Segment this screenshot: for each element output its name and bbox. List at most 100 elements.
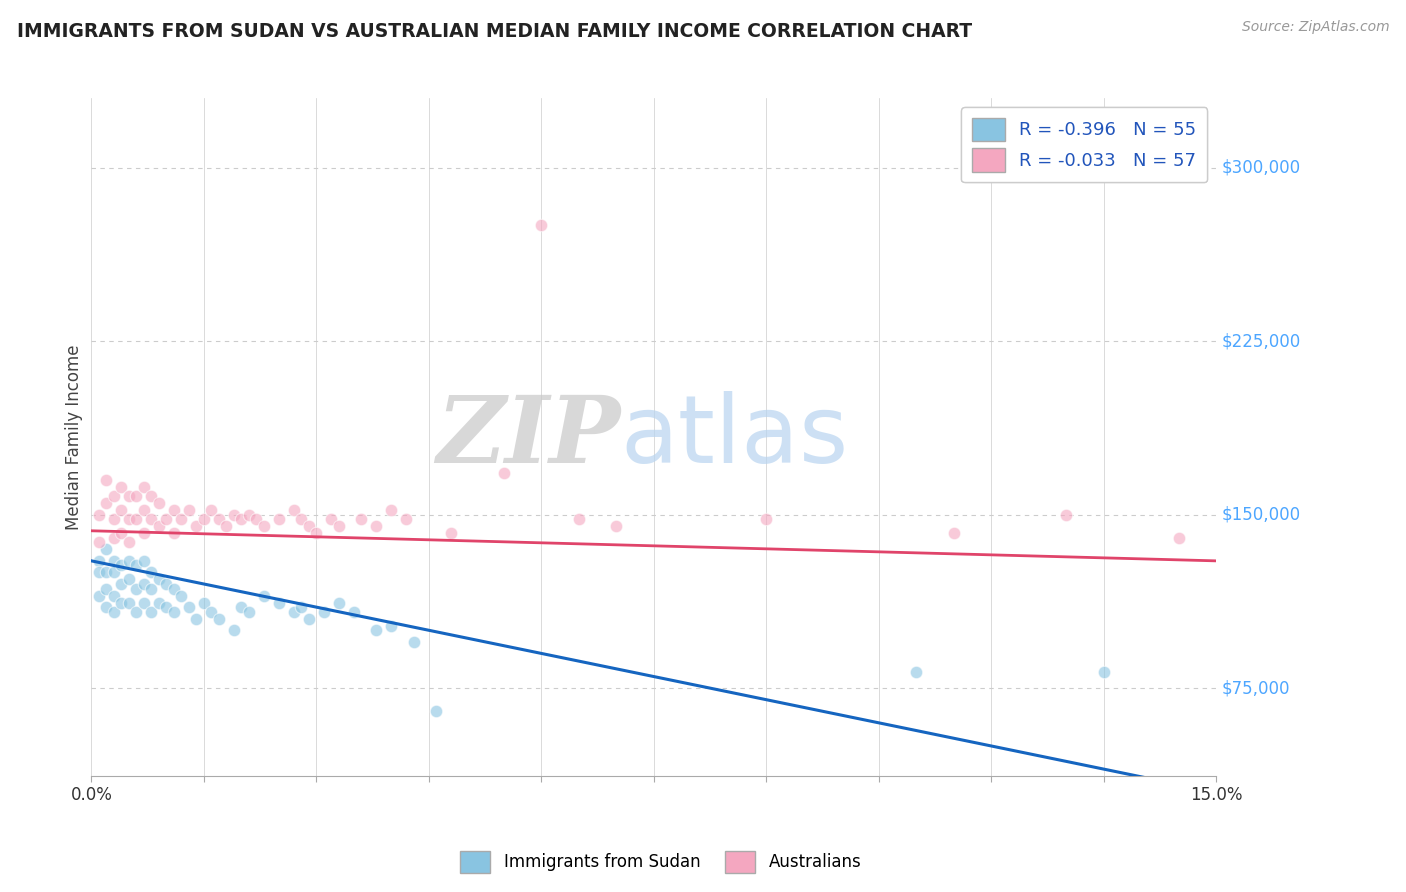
Point — [118, 512, 141, 526]
Point — [103, 566, 125, 580]
Y-axis label: Median Family Income: Median Family Income — [65, 344, 83, 530]
Point — [568, 512, 591, 526]
Point — [132, 503, 155, 517]
Point — [87, 508, 110, 522]
Point — [170, 512, 193, 526]
Point — [290, 512, 312, 526]
Point — [755, 512, 778, 526]
Point — [193, 512, 215, 526]
Point — [163, 526, 186, 541]
Point — [395, 512, 418, 526]
Point — [186, 612, 208, 626]
Point — [110, 595, 132, 609]
Point — [440, 526, 463, 541]
Point — [155, 512, 177, 526]
Point — [96, 582, 118, 596]
Text: $225,000: $225,000 — [1222, 332, 1301, 350]
Legend: R = -0.396   N = 55, R = -0.033   N = 57: R = -0.396 N = 55, R = -0.033 N = 57 — [962, 107, 1208, 183]
Point — [110, 577, 132, 591]
Point — [366, 519, 388, 533]
Point — [366, 624, 388, 638]
Point — [103, 605, 125, 619]
Point — [110, 503, 132, 517]
Text: $150,000: $150,000 — [1222, 506, 1301, 524]
Point — [605, 519, 627, 533]
Point — [141, 605, 163, 619]
Point — [163, 582, 186, 596]
Point — [87, 566, 110, 580]
Point — [312, 605, 335, 619]
Point — [148, 573, 170, 587]
Point — [1054, 508, 1077, 522]
Point — [96, 600, 118, 615]
Point — [125, 489, 148, 503]
Point — [103, 589, 125, 603]
Text: Source: ZipAtlas.com: Source: ZipAtlas.com — [1241, 20, 1389, 34]
Point — [942, 526, 965, 541]
Point — [110, 558, 132, 573]
Text: ZIP: ZIP — [436, 392, 620, 482]
Point — [132, 554, 155, 568]
Point — [253, 519, 276, 533]
Point — [1092, 665, 1115, 679]
Point — [177, 503, 200, 517]
Point — [222, 508, 245, 522]
Point — [170, 589, 193, 603]
Point — [155, 600, 177, 615]
Point — [141, 582, 163, 596]
Point — [163, 605, 186, 619]
Point — [141, 489, 163, 503]
Point — [103, 489, 125, 503]
Point — [238, 605, 260, 619]
Point — [245, 512, 267, 526]
Point — [305, 526, 328, 541]
Point — [238, 508, 260, 522]
Point — [200, 605, 222, 619]
Point — [425, 704, 447, 718]
Text: atlas: atlas — [620, 391, 848, 483]
Point — [290, 600, 312, 615]
Point — [87, 589, 110, 603]
Point — [1167, 531, 1189, 545]
Point — [530, 219, 553, 233]
Point — [148, 519, 170, 533]
Point — [118, 535, 141, 549]
Point — [343, 605, 366, 619]
Point — [200, 503, 222, 517]
Point — [380, 618, 402, 632]
Point — [125, 512, 148, 526]
Point — [118, 554, 141, 568]
Point — [141, 566, 163, 580]
Point — [96, 542, 118, 557]
Point — [96, 473, 118, 487]
Point — [148, 595, 170, 609]
Point — [298, 612, 321, 626]
Point — [905, 665, 928, 679]
Point — [283, 503, 305, 517]
Point — [132, 577, 155, 591]
Point — [132, 480, 155, 494]
Point — [103, 554, 125, 568]
Point — [231, 512, 253, 526]
Point — [350, 512, 373, 526]
Point — [321, 512, 343, 526]
Legend: Immigrants from Sudan, Australians: Immigrants from Sudan, Australians — [454, 845, 868, 880]
Point — [402, 635, 425, 649]
Point — [87, 535, 110, 549]
Point — [96, 566, 118, 580]
Point — [148, 496, 170, 510]
Point — [208, 512, 231, 526]
Point — [215, 519, 238, 533]
Point — [103, 512, 125, 526]
Point — [380, 503, 402, 517]
Point — [96, 496, 118, 510]
Point — [125, 558, 148, 573]
Point — [231, 600, 253, 615]
Point — [103, 531, 125, 545]
Point — [328, 595, 350, 609]
Point — [118, 489, 141, 503]
Point — [186, 519, 208, 533]
Point — [267, 595, 290, 609]
Point — [253, 589, 276, 603]
Point — [110, 526, 132, 541]
